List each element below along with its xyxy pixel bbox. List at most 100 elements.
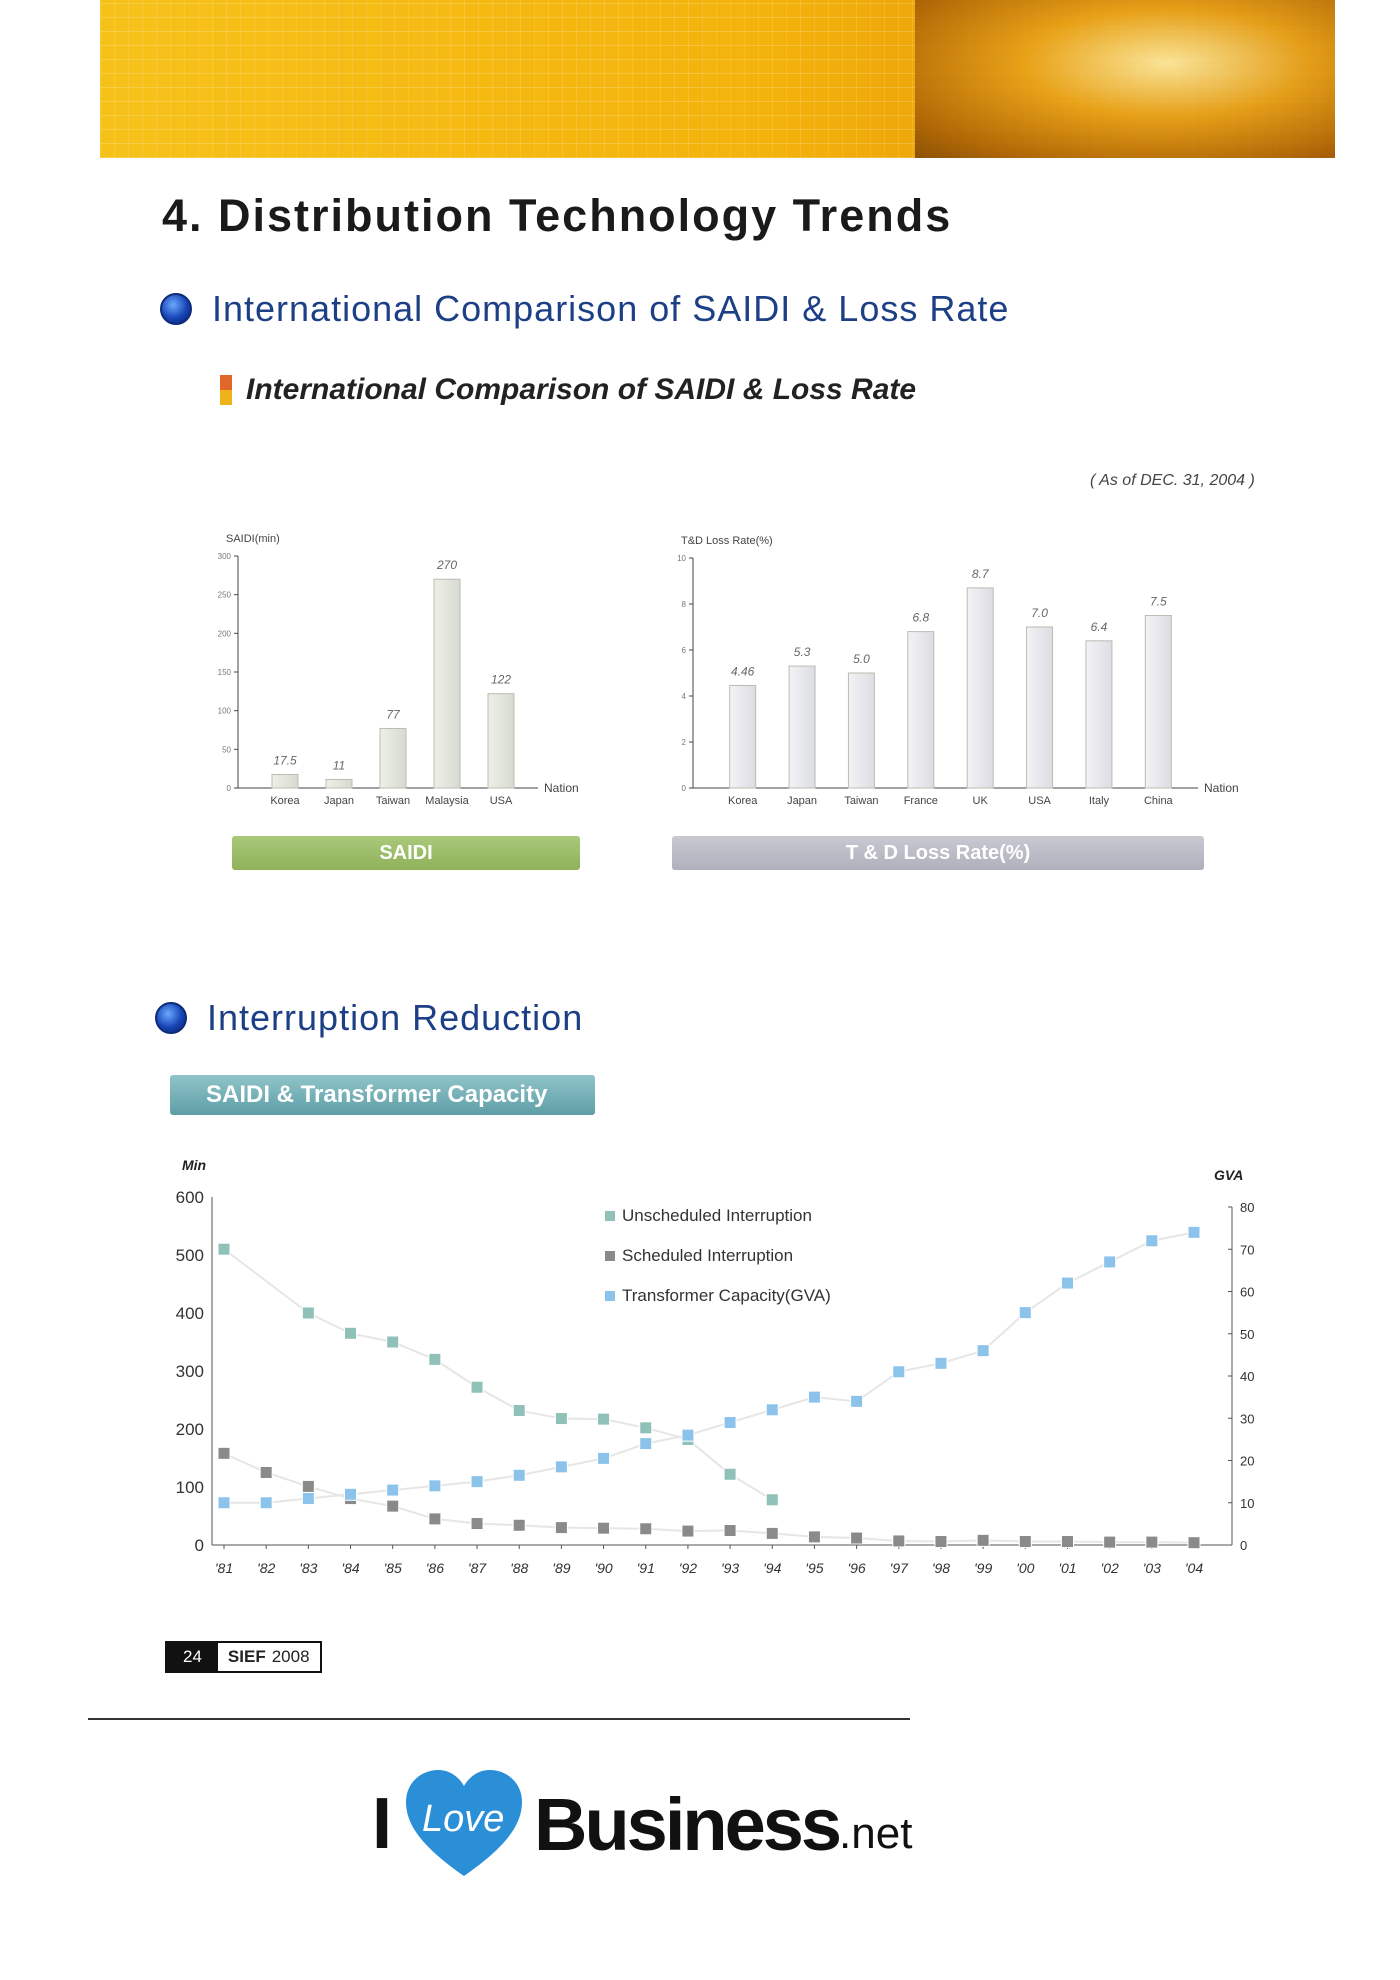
data-point-scheduled	[1103, 1535, 1117, 1549]
x-tick-label: Korea	[270, 795, 300, 807]
y2-tick-label: 0	[1240, 1538, 1247, 1553]
data-point-capacity	[723, 1415, 737, 1429]
x-tick-label: Japan	[787, 795, 817, 807]
bar-malaysia	[433, 578, 461, 789]
data-point-capacity	[639, 1437, 653, 1451]
saidi-capacity-scatter-chart: Min GVA 0 100 200 300 400 500 600 0 10 20 30 40 50 60 70…	[176, 1157, 1255, 1576]
data-point-capacity	[1103, 1255, 1117, 1269]
data-point-capacity	[470, 1475, 484, 1489]
data-point-scheduled	[1018, 1535, 1032, 1549]
x-tick-label: '95	[805, 1560, 823, 1576]
data-label: 5.3	[794, 645, 811, 659]
x-tick-label: '03	[1143, 1560, 1161, 1576]
chart-subheading-label: International Comparison of SAIDI & Loss…	[246, 373, 917, 406]
x-tick-label: '01	[1058, 1560, 1076, 1576]
orange-square-icon	[220, 375, 232, 405]
data-point-unscheduled	[301, 1306, 315, 1320]
y-tick-label: 100	[176, 1478, 204, 1497]
y-tick-label: 200	[176, 1420, 204, 1439]
y2-tick-label: 80	[1240, 1200, 1254, 1215]
data-point-scheduled	[765, 1526, 779, 1540]
data-point-capacity	[681, 1428, 695, 1442]
bar-france	[907, 631, 935, 789]
x-tick-label: '81	[215, 1560, 233, 1576]
data-point-capacity	[934, 1356, 948, 1370]
x-tick-label: Taiwan	[376, 795, 410, 807]
saidi-bar-chart: SAIDI(min) 0 50 100 150 200 250 300 17.5 Korea 11 J…	[218, 533, 579, 807]
data-point-capacity	[512, 1468, 526, 1482]
data-point-capacity	[850, 1394, 864, 1408]
data-point-capacity	[597, 1451, 611, 1465]
loss-chart-label: T & D Loss Rate(%)	[672, 836, 1204, 870]
data-label: 270	[436, 558, 457, 572]
y-tick-label: 200	[218, 629, 232, 638]
page-footer: 24 SIEF 2008	[165, 1641, 322, 1673]
x-tick-label: China	[1144, 795, 1174, 807]
publication-title: SIEF	[227, 1647, 266, 1666]
y-tick-label: 0	[227, 784, 232, 793]
bar-italy	[1085, 640, 1113, 789]
data-label: 122	[491, 673, 511, 687]
logo-i: I	[372, 1784, 393, 1864]
y-tick-label: 150	[218, 668, 232, 677]
data-label: 6.8	[912, 611, 929, 625]
y2-tick-label: 40	[1240, 1369, 1254, 1384]
x-tick-label: '98	[932, 1560, 950, 1576]
y-tick-label: 300	[218, 552, 232, 561]
bar-taiwan	[847, 672, 875, 789]
data-label: 8.7	[972, 567, 990, 581]
x-tick-label: Taiwan	[844, 795, 878, 807]
data-point-unscheduled	[470, 1380, 484, 1394]
logo-love: Love	[422, 1798, 505, 1840]
bar-taiwan	[379, 727, 407, 789]
bar-usa	[1026, 626, 1054, 789]
y-axis-label: SAIDI(min)	[226, 533, 280, 545]
data-point-scheduled	[850, 1531, 864, 1545]
data-point-scheduled	[470, 1517, 484, 1531]
data-point-unscheduled	[512, 1403, 526, 1417]
x-tick-label: '85	[384, 1560, 402, 1576]
x-tick-label: '91	[637, 1560, 655, 1576]
data-point-capacity	[765, 1403, 779, 1417]
chart-subheading: International Comparison of SAIDI & Loss…	[220, 373, 916, 407]
x-tick-label: '04	[1185, 1560, 1203, 1576]
x-tick-label: '82	[257, 1560, 275, 1576]
x-tick-label: Korea	[728, 795, 758, 807]
data-label: 5.0	[853, 652, 870, 666]
series-trend-line	[224, 1231, 1195, 1504]
data-point-scheduled	[723, 1524, 737, 1537]
data-label: 4.46	[731, 664, 755, 678]
bar-japan	[788, 665, 816, 789]
x-tick-label: '84	[341, 1560, 359, 1576]
data-point-unscheduled	[765, 1493, 779, 1507]
publication-name: SIEF 2008	[218, 1643, 320, 1671]
x-tick-label: '83	[299, 1560, 317, 1576]
logo-net: .net	[839, 1809, 913, 1858]
blue-bullet-icon	[160, 293, 192, 325]
x-tick-label: USA	[490, 795, 513, 807]
data-point-capacity	[217, 1496, 231, 1510]
x-tick-label: Italy	[1089, 795, 1110, 807]
y2-tick-label: 50	[1240, 1327, 1254, 1342]
x-tick-label: '89	[552, 1560, 570, 1576]
data-point-capacity	[976, 1344, 990, 1358]
right-axis-title: GVA	[1214, 1167, 1243, 1183]
data-point-scheduled	[512, 1518, 526, 1532]
bar-usa	[487, 693, 515, 789]
y2-tick-label: 10	[1240, 1496, 1254, 1511]
y-tick-label: 4	[682, 692, 687, 701]
data-point-scheduled	[1187, 1536, 1201, 1550]
data-point-unscheduled	[428, 1352, 442, 1366]
x-tick-label: '96	[847, 1560, 865, 1576]
legend-label: Transformer Capacity(GVA)	[622, 1286, 831, 1305]
y-tick-label: 0	[195, 1536, 204, 1555]
legend-swatch	[605, 1291, 615, 1301]
footer-rule	[88, 1718, 910, 1720]
robot-figure-image	[915, 0, 1335, 158]
data-point-scheduled	[597, 1521, 611, 1535]
legend-label: Unscheduled Interruption	[622, 1206, 812, 1225]
x-tick-label: '99	[974, 1560, 992, 1576]
y2-tick-label: 60	[1240, 1285, 1254, 1300]
data-point-unscheduled	[639, 1421, 653, 1435]
series-trend-line	[223, 1452, 1195, 1544]
